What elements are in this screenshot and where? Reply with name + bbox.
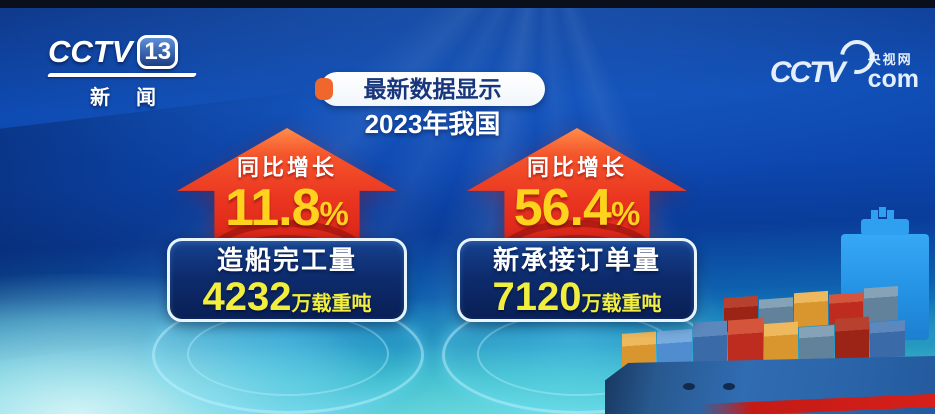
container (869, 320, 905, 359)
cctv13-channel-logo: CCTV 13 新闻 (46, 34, 198, 110)
growth-unit: % (319, 195, 349, 232)
logo-underline (46, 73, 198, 77)
cctv-brand-text: CCTV (48, 34, 133, 69)
growth-label: 同比增长 (236, 155, 337, 180)
metric-label: 造船完工量 (216, 245, 357, 275)
hull-porthole (683, 383, 695, 390)
container (834, 316, 869, 362)
metric-value: 7120 (492, 274, 582, 319)
growth-value: 11.8 (225, 179, 320, 237)
metric-unit: 万载重吨 (291, 292, 372, 315)
channel-number-badge: 13 (137, 35, 179, 69)
metric-value: 4232 (202, 274, 292, 319)
watermark-brand-text: CCTV (769, 56, 846, 89)
metric-label: 新承接订单量 (492, 245, 661, 275)
cargo-ship-illustration (605, 210, 935, 414)
stat-group-new-orders: 同比增长 56.4% 新承接订单量 7120万载重吨 (457, 128, 697, 322)
growth-unit: % (610, 195, 641, 232)
metric-box: 新承接订单量 7120万载重吨 (457, 238, 697, 322)
top-letterbox-band (0, 0, 935, 8)
watermark-ring-icon (840, 40, 874, 74)
headline-badge: 最新数据显示 (315, 72, 545, 106)
ship-waterline-stripe (700, 393, 935, 414)
stat-group-shipbuilding-completion: 同比增长 11.8% 造船完工量 4232万载重吨 (167, 128, 407, 322)
ship-hull (605, 356, 935, 414)
metric-box: 造船完工量 4232万载重吨 (167, 238, 407, 322)
channel-name-text: 新闻 (90, 87, 182, 109)
metric-unit: 万载重吨 (581, 292, 662, 315)
hull-porthole (723, 383, 735, 390)
watermark-site-name: 央视网 (867, 51, 913, 67)
glow-ring (187, 312, 389, 396)
growth-value: 56.4 (513, 179, 612, 237)
cctv-com-watermark: CCTV 央视网 com (769, 40, 919, 93)
growth-label: 同比增长 (526, 155, 627, 180)
headline-subtitle: 2023年我国 (364, 109, 501, 139)
container (798, 325, 834, 364)
watermark-site-domain: com (867, 64, 919, 93)
